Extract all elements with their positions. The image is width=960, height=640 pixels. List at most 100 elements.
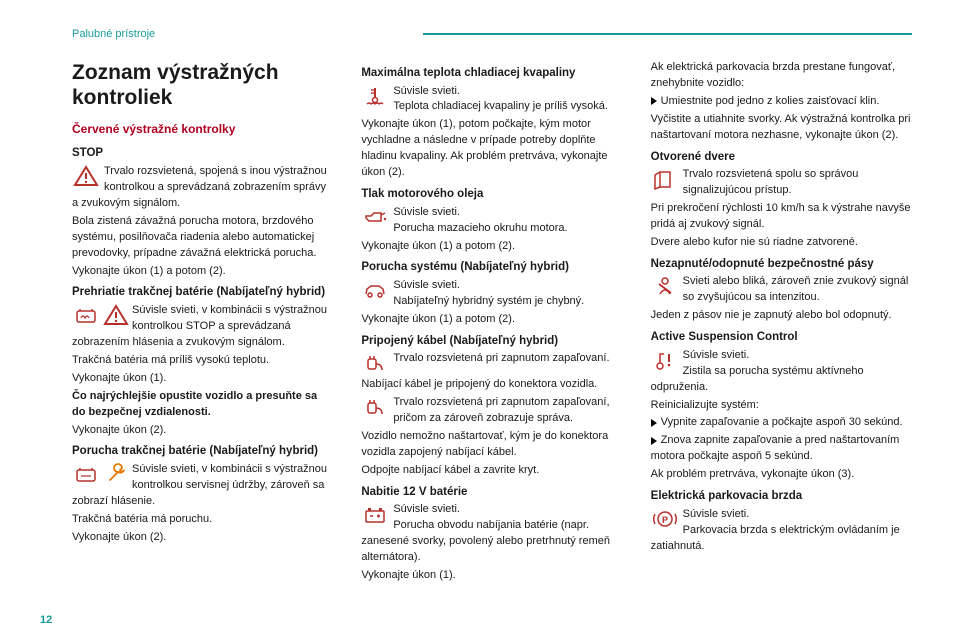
bullet-suspension-2: Znova zapnite zapaľovanie a pred naštart… xyxy=(651,433,912,465)
para-stop-1: Trvalo rozsvietená, spojená s inou výstr… xyxy=(72,164,333,212)
bullet-icon xyxy=(651,419,657,427)
warning-triangle-icon xyxy=(72,164,100,188)
heading-battery12v: Nabitie 12 V batérie xyxy=(361,485,622,501)
para-oil-3: Vykonajte úkon (1) a potom (2). xyxy=(361,239,622,255)
para-suspension-1a: Súvisle svieti. xyxy=(683,349,750,361)
wrench-icon xyxy=(102,462,130,486)
para-overheat-4: Čo najrýchlejšie opustite vozidlo a pres… xyxy=(72,389,333,421)
para-fault-3: Vykonajte úkon (2). xyxy=(72,530,333,546)
seatbelt-icon xyxy=(651,274,679,298)
para-coolant-3: Vykonajte úkon (1), potom počkajte, kým … xyxy=(361,117,622,181)
para-coolant-1: Súvisle svieti. Teplota chladiacej kvapa… xyxy=(361,84,622,116)
para-stop-3: Vykonajte úkon (1) a potom (2). xyxy=(72,264,333,280)
bullet-suspension-2-text: Znova zapnite zapaľovanie a pred naštart… xyxy=(651,434,900,462)
para-suspension-1b: Zistila sa porucha systému aktívneho odp… xyxy=(651,365,864,393)
battery-fault-icon xyxy=(72,462,100,486)
battery-icon xyxy=(361,502,389,526)
para-intro-1: Ak elektrická parkovacia brzda prestane … xyxy=(651,60,912,92)
para-oil-1b: Porucha mazacieho okruhu motora. xyxy=(393,222,567,234)
para-battery12v-1a: Súvisle svieti. xyxy=(393,503,460,515)
heading-cable: Pripojený kábel (Nabíjateľný hybrid) xyxy=(361,334,622,350)
para-overheat-3: Vykonajte úkon (1). xyxy=(72,371,333,387)
para-sysfault-3: Vykonajte úkon (1) a potom (2). xyxy=(361,312,622,328)
para-cable-1: Trvalo rozsvietená pri zapnutom zapaľova… xyxy=(361,351,622,367)
heading-stop: STOP xyxy=(72,146,333,162)
subtitle-red: Červené výstražné kontrolky xyxy=(72,122,333,136)
document-page: Palubné prístroje Zoznam výstražných kon… xyxy=(0,0,960,640)
para-fault-1: Súvisle svieti, v kombinácii s výstražno… xyxy=(72,462,333,510)
suspension-icon xyxy=(651,348,679,372)
para-battery12v-1: Súvisle svieti. Porucha obvodu nabíjania… xyxy=(361,502,622,566)
column-3: Ak elektrická parkovacia brzda prestane … xyxy=(651,60,912,586)
heading-coolant: Maximálna teplota chladiacej kvapaliny xyxy=(361,66,622,82)
door-open-icon xyxy=(651,167,679,191)
para-overheat-1: Súvisle svieti, v kombinácii s výstražno… xyxy=(72,303,333,351)
warning-triangle-icon xyxy=(102,303,130,327)
para-stop-1-text: Trvalo rozsvietená, spojená s inou výstr… xyxy=(72,165,327,209)
para-doors-1-text: Trvalo rozsvietená spolu so správou sign… xyxy=(683,168,859,196)
heading-doors: Otvorené dvere xyxy=(651,150,912,166)
para-cable-4: Vozidlo nemožno naštartovať, kým je do k… xyxy=(361,429,622,461)
para-battery12v-1b: Porucha obvodu nabíjania batérie (napr. … xyxy=(361,519,610,563)
para-sysfault-1: Súvisle svieti. Nabíjateľný hybridný sys… xyxy=(361,278,622,310)
bullet-icon xyxy=(651,437,657,445)
para-sysfault-1b: Nabíjateľný hybridný systém je chybný. xyxy=(393,295,584,307)
heading-sysfault: Porucha systému (Nabíjateľný hybrid) xyxy=(361,260,622,276)
para-oil-1: Súvisle svieti. Porucha mazacieho okruhu… xyxy=(361,205,622,237)
charge-plug-icon xyxy=(361,351,389,375)
para-suspension-3: Reinicializujte systém: xyxy=(651,398,912,414)
parking-brake-icon: P xyxy=(651,507,679,531)
para-suspension-1: Súvisle svieti. Zistila sa porucha systé… xyxy=(651,348,912,396)
para-intro-2: Vyčistite a utiahnite svorky. Ak výstraž… xyxy=(651,112,912,144)
para-doors-2: Pri prekročení rýchlosti 10 km/h sa k vý… xyxy=(651,201,912,233)
heading-fault: Porucha trakčnej batérie (Nabíjateľný hy… xyxy=(72,444,333,460)
header-section-label: Palubné prístroje xyxy=(72,28,155,40)
coolant-temp-icon xyxy=(361,84,389,108)
page-header: Palubné prístroje xyxy=(72,28,912,40)
para-stop-2: Bola zistená závažná porucha motora, brz… xyxy=(72,214,333,262)
bullet-intro-1-text: Umiestnite pod jedno z kolies zaisťovací… xyxy=(661,95,880,107)
para-cable-1-text: Trvalo rozsvietená pri zapnutom zapaľova… xyxy=(393,352,609,364)
para-suspension-4: Ak problém pretrváva, vykonajte úkon (3)… xyxy=(651,467,912,483)
para-doors-3: Dvere alebo kufor nie sú riadne zatvoren… xyxy=(651,235,912,251)
bullet-intro-1: Umiestnite pod jedno z kolies zaisťovací… xyxy=(651,94,912,110)
para-cable-2: Nabíjací kábel je pripojený do konektora… xyxy=(361,377,622,393)
heading-overheat: Prehriatie trakčnej batérie (Nabíjateľný… xyxy=(72,285,333,301)
page-number: 12 xyxy=(40,614,52,626)
para-cable-3-text: Trvalo rozsvietená pri zapnutom zapaľova… xyxy=(393,396,609,424)
bullet-suspension-1: Vypnite zapaľovanie a počkajte aspoň 30 … xyxy=(651,415,912,431)
page-title: Zoznam výstražných kontroliek xyxy=(72,60,333,110)
charge-plug-icon xyxy=(361,395,389,419)
para-doors-1: Trvalo rozsvietená spolu so správou sign… xyxy=(651,167,912,199)
para-seatbelt-2: Jeden z pásov nie je zapnutý alebo bol o… xyxy=(651,308,912,324)
para-overheat-5: Vykonajte úkon (2). xyxy=(72,423,333,439)
bullet-icon xyxy=(651,97,657,105)
para-seatbelt-1: Svieti alebo bliká, zároveň znie zvukový… xyxy=(651,274,912,306)
para-parkbrake-1: P Súvisle svieti. Parkovacia brzda s ele… xyxy=(651,507,912,555)
header-rule xyxy=(423,33,912,35)
svg-text:P: P xyxy=(662,515,668,525)
column-2: Maximálna teplota chladiacej kvapaliny S… xyxy=(361,60,622,586)
heading-oil: Tlak motorového oleja xyxy=(361,187,622,203)
battery-temp-icon xyxy=(72,303,100,327)
heading-parkbrake: Elektrická parkovacia brzda xyxy=(651,489,912,505)
para-coolant-1b: Teplota chladiacej kvapaliny je príliš v… xyxy=(393,100,608,112)
para-oil-1a: Súvisle svieti. xyxy=(393,206,460,218)
para-battery12v-3: Vykonajte úkon (1). xyxy=(361,568,622,584)
bullet-suspension-1-text: Vypnite zapaľovanie a počkajte aspoň 30 … xyxy=(661,416,903,428)
hybrid-car-icon xyxy=(361,278,389,302)
para-seatbelt-1-text: Svieti alebo bliká, zároveň znie zvukový… xyxy=(683,275,909,303)
column-1: Zoznam výstražných kontroliek Červené vý… xyxy=(72,60,333,586)
para-sysfault-1a: Súvisle svieti. xyxy=(393,279,460,291)
para-parkbrake-1b: Parkovacia brzda s elektrickým ovládaním… xyxy=(651,524,900,552)
content-columns: Zoznam výstražných kontroliek Červené vý… xyxy=(72,60,912,586)
para-coolant-1a: Súvisle svieti. xyxy=(393,85,460,97)
para-cable-5: Odpojte nabíjací kábel a zavrite kryt. xyxy=(361,463,622,479)
para-fault-2: Trakčná batéria má poruchu. xyxy=(72,512,333,528)
para-parkbrake-1a: Súvisle svieti. xyxy=(683,508,750,520)
heading-seatbelt: Nezapnuté/odopnuté bezpečnostné pásy xyxy=(651,257,912,273)
heading-suspension: Active Suspension Control xyxy=(651,330,912,346)
para-overheat-2: Trakčná batéria má príliš vysokú teplotu… xyxy=(72,353,333,369)
para-cable-3: Trvalo rozsvietená pri zapnutom zapaľova… xyxy=(361,395,622,427)
oil-can-icon xyxy=(361,205,389,229)
